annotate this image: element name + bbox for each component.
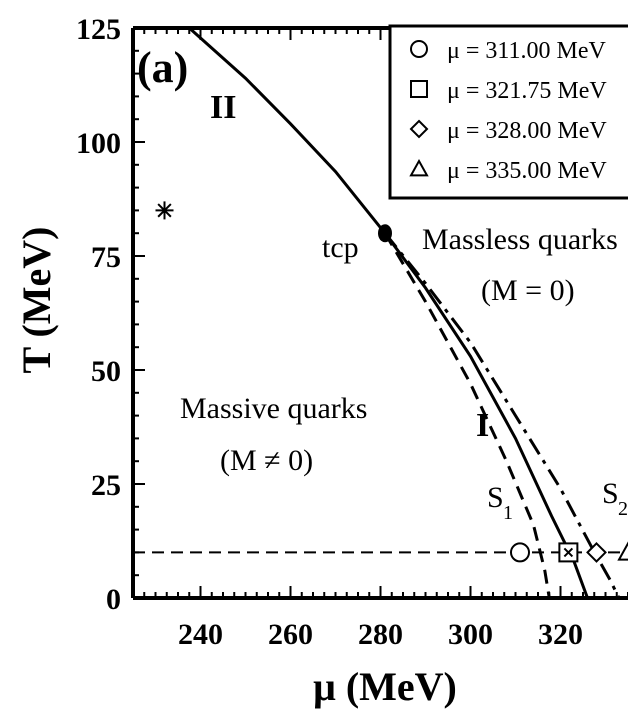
asterisk-marker xyxy=(156,201,174,219)
x-tick-label: 320 xyxy=(538,618,583,651)
triangle-marker xyxy=(619,543,628,559)
y-tick-label: 75 xyxy=(91,241,121,274)
panel-label: (a) xyxy=(137,43,188,92)
massless-eq-label: (M = 0) xyxy=(481,274,575,307)
s1-label: S xyxy=(487,481,504,514)
square-marker xyxy=(411,81,427,97)
massive-eq-label: (M ≠ 0) xyxy=(220,444,313,477)
legend-entry-label: μ = 328.00 MeV xyxy=(447,118,607,144)
s2-label: S xyxy=(602,477,619,510)
s1-subscript: 1 xyxy=(503,502,513,524)
line-i-label: I xyxy=(476,407,489,444)
legend-entry-label: μ = 321.75 MeV xyxy=(447,78,607,104)
massive-quarks-label: Massive quarks xyxy=(180,392,367,425)
y-tick-label: 0 xyxy=(106,583,121,616)
x-tick-label: 280 xyxy=(358,618,403,651)
legend-entry-label: μ = 335.00 MeV xyxy=(447,158,607,184)
y-tick-label: 125 xyxy=(76,13,121,46)
y-axis-label: T (MeV) xyxy=(14,227,59,374)
x-tick-label: 300 xyxy=(448,618,493,651)
massless-quarks-label: Massless quarks xyxy=(422,223,618,256)
line-ii-label: II xyxy=(210,89,236,126)
x-tick-label: 240 xyxy=(178,618,223,651)
s2-subscript: 2 xyxy=(618,498,628,520)
y-tick-label: 25 xyxy=(91,469,121,502)
circle-marker xyxy=(411,41,427,57)
tcp-point xyxy=(378,224,392,242)
legend-entry-label: μ = 311.00 MeV xyxy=(447,38,607,64)
x-axis-label: μ (MeV) xyxy=(313,664,457,709)
y-tick-label: 50 xyxy=(91,355,121,388)
tcp-label: tcp xyxy=(322,231,359,264)
x-tick-label: 260 xyxy=(268,618,313,651)
circle-marker xyxy=(511,543,529,561)
y-tick-label: 100 xyxy=(76,127,121,160)
legend: μ = 311.00 MeV μ = 321.75 MeV μ = 328.00 M… xyxy=(390,26,628,198)
